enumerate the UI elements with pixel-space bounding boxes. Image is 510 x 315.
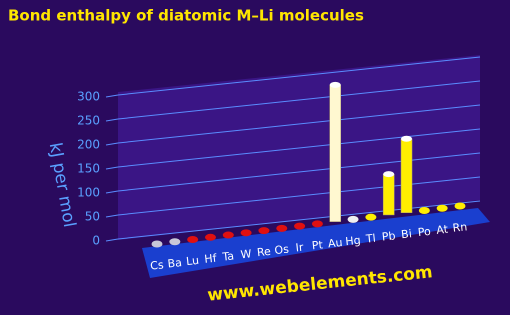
grid-line bbox=[105, 166, 119, 170]
chart-title: Bond enthalpy of diatomic M–Li molecules bbox=[8, 7, 364, 25]
bar-top bbox=[383, 171, 395, 178]
x-tick-label: Hf bbox=[204, 252, 219, 266]
empty-marker bbox=[436, 204, 448, 212]
empty-marker bbox=[454, 202, 466, 210]
empty-marker bbox=[258, 227, 270, 235]
empty-marker bbox=[365, 213, 377, 221]
y-tick-label: 300 bbox=[77, 90, 100, 104]
x-tick-label: Po bbox=[417, 225, 432, 239]
floor bbox=[142, 208, 490, 278]
x-tick-label: Cs bbox=[150, 258, 165, 272]
empty-marker bbox=[347, 215, 359, 223]
empty-marker bbox=[151, 240, 163, 248]
x-tick-label: Rn bbox=[452, 220, 468, 234]
x-tick-label: At bbox=[436, 223, 450, 237]
grid-line bbox=[117, 152, 481, 192]
grid-line bbox=[117, 80, 481, 120]
grid-line bbox=[105, 118, 119, 122]
grid-line bbox=[105, 94, 119, 98]
x-tick-label: Ba bbox=[167, 256, 183, 270]
x-tick-label: Os bbox=[274, 243, 290, 257]
grid-line bbox=[117, 56, 481, 96]
x-tick-label: Re bbox=[256, 245, 271, 259]
y-tick-label: 0 bbox=[92, 234, 100, 248]
empty-marker bbox=[311, 220, 323, 228]
grid-line bbox=[105, 190, 119, 194]
grid-line bbox=[117, 128, 481, 168]
bar-top bbox=[329, 81, 341, 88]
x-tick-label: Hg bbox=[345, 234, 362, 249]
empty-marker bbox=[169, 238, 181, 246]
bar bbox=[382, 173, 395, 216]
x-tick-label: Pb bbox=[381, 229, 396, 243]
y-tick-label: 50 bbox=[85, 210, 100, 224]
grid-line bbox=[117, 200, 481, 240]
x-tick-label: Pt bbox=[311, 238, 324, 252]
bar bbox=[329, 84, 341, 222]
x-tick-label: Tl bbox=[364, 232, 376, 246]
y-tick-label: 150 bbox=[77, 162, 100, 176]
grid-line bbox=[117, 176, 481, 216]
bar bbox=[400, 138, 413, 213]
empty-marker bbox=[187, 236, 199, 244]
x-tick-label: Bi bbox=[401, 227, 413, 241]
bar-top bbox=[401, 135, 413, 142]
grid-line bbox=[105, 142, 119, 146]
empty-marker bbox=[418, 206, 430, 214]
x-tick-label: Ir bbox=[295, 241, 305, 255]
x-tick-label: W bbox=[240, 247, 252, 261]
grid-line bbox=[105, 238, 119, 242]
x-tick-label: Ta bbox=[221, 249, 235, 263]
x-tick-label: Lu bbox=[185, 254, 199, 268]
x-tick-label: Au bbox=[327, 236, 343, 250]
empty-marker bbox=[222, 231, 234, 239]
y-tick-label: 250 bbox=[77, 114, 100, 128]
grid-line bbox=[117, 104, 481, 144]
empty-marker bbox=[276, 224, 288, 232]
y-tick-label: 100 bbox=[77, 186, 100, 200]
empty-marker bbox=[240, 229, 252, 237]
empty-marker bbox=[294, 222, 306, 230]
empty-marker bbox=[204, 233, 216, 241]
y-tick-label: 200 bbox=[77, 138, 100, 152]
grid-line bbox=[105, 214, 119, 218]
